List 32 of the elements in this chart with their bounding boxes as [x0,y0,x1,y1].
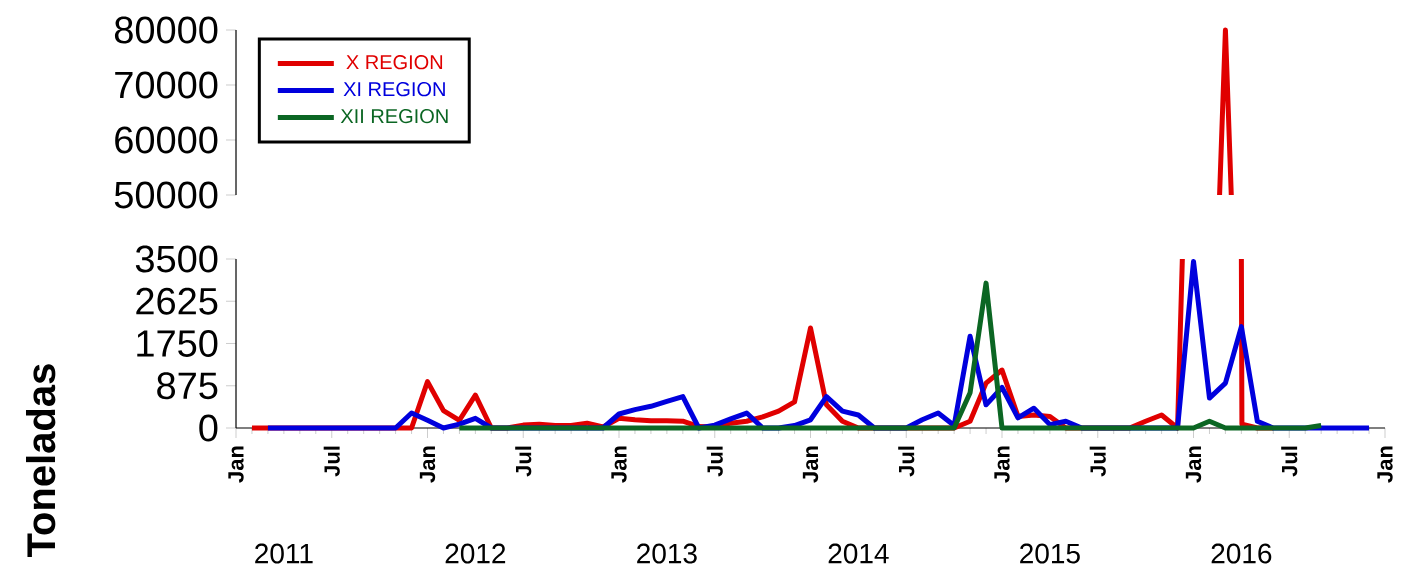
x-tick-label: Jan [419,446,436,483]
x-tick-label: Jul [1281,446,1298,477]
text: 2016 [1211,543,1272,564]
y-tick-label: 0 [199,414,218,442]
text: 2015 [1020,543,1080,564]
x-tick-label: Jul [515,446,532,477]
y-tick-label: 875 [157,372,218,400]
y-tick-label: 50000 [114,181,218,209]
text: 2011 [255,543,313,564]
legend-label: X REGION [346,55,443,70]
y-tick-label: 80000 [114,16,218,44]
x-tick-label: Jan [228,446,244,483]
x-tick-label: Jul [706,446,723,477]
legend-label: XI REGION [343,82,445,97]
y-tick-label: 1750 [137,330,218,357]
x-tick-label: Jan [1185,446,1202,483]
text: 2013 [637,543,697,564]
y-tick-label: 70000 [115,71,218,99]
legend-label: XII REGION [340,109,448,124]
y-tick-label: 2625 [136,287,218,315]
x-tick-label: Jan [1377,446,1393,483]
x-tick-label: Jan [611,446,627,483]
x-tick-label: Jul [1089,446,1106,477]
y-tick-label: 60000 [115,126,218,154]
x-tick-label: Jan [994,446,1010,483]
y-axis-title: Toneladas [25,364,56,558]
x-tick-label: Jul [323,446,340,477]
text: 2012 [445,543,506,564]
text: 2014 [828,543,889,564]
y-tick-label: 3500 [135,245,218,273]
x-tick-label: Jan [802,446,819,483]
x-tick-label: Jul [898,446,915,477]
